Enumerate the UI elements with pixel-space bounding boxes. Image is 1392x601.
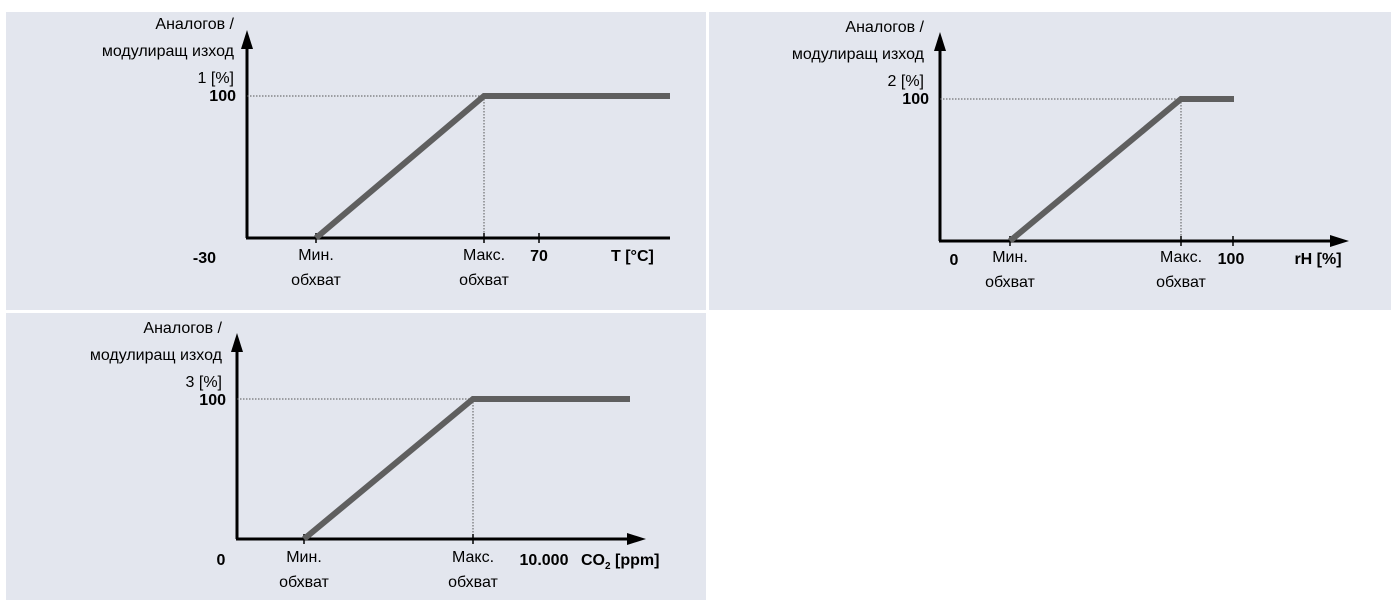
panel-background [6,313,706,600]
min-range-label-line2: обхват [279,574,329,591]
output-curve [302,396,630,542]
y-tick-label-100: 100 [199,392,226,409]
y-axis-title-line1: Аналогов / [845,19,924,36]
x-axis-label-main: rH [%] [1294,251,1341,268]
chart-panel-humidity: Аналогов / модулиращ изход 2 [%] 100 0 М… [709,12,1391,310]
max-range-label-line2: обхват [1156,274,1206,291]
output-curve [1008,96,1234,244]
min-range-label-line2: обхват [291,272,341,289]
x-start-label: -30 [193,250,216,267]
x-axis-label: CO2 [ppm] [581,552,659,572]
y-axis-title-line3: 3 [%] [186,374,222,391]
panel-background [709,12,1391,310]
chart-svg-temperature: Аналогов / модулиращ изход 1 [%] 100 -30… [6,12,706,310]
chart-svg-humidity: Аналогов / модулиращ изход 2 [%] 100 0 М… [709,12,1391,310]
x-axis-label: rH [%] [1294,251,1341,268]
x-axis-label-subscript: 2 [605,561,611,572]
x-axis-arrow [1330,235,1349,247]
x-start-label: 0 [950,252,959,269]
max-range-label-line1: Макс. [463,247,505,264]
output-curve [314,93,670,241]
max-range-label-line2: обхват [459,272,509,289]
y-axis-title-line2: модулиращ изход [102,43,235,60]
x-end-label: 100 [1218,251,1245,268]
y-axis-arrow [934,32,946,51]
y-axis-arrow [231,333,243,352]
y-tick-label-100: 100 [209,88,236,105]
min-range-label-line1: Мин. [286,549,322,566]
y-tick-label-100: 100 [902,91,929,108]
min-range-label-line2: обхват [985,274,1035,291]
x-axis-label: T [°C] [611,248,654,265]
chart-panel-temperature: Аналогов / модулиращ изход 1 [%] 100 -30… [6,12,706,310]
x-start-label: 0 [217,552,226,569]
y-axis-title-line3: 1 [%] [198,70,234,87]
min-range-label-line1: Мин. [992,249,1028,266]
max-range-label-line2: обхват [448,574,498,591]
y-axis-title-line3: 2 [%] [888,73,924,90]
x-axis-label-main: T [°C] [611,248,654,265]
x-axis-arrow [627,533,646,545]
max-range-label-line1: Макс. [452,549,494,566]
y-axis-arrow [241,30,253,49]
y-axis-title-line1: Аналогов / [143,320,222,337]
chart-svg-co2: Аналогов / модулиращ изход 3 [%] 100 0 М… [6,313,706,600]
chart-panel-co2: Аналогов / модулиращ изход 3 [%] 100 0 М… [6,313,706,600]
y-axis-title-line2: модулиращ изход [792,46,925,63]
y-axis-title-line1: Аналогов / [155,16,234,33]
max-range-label-line1: Макс. [1160,249,1202,266]
x-axis-label-unit: [ppm] [611,552,660,569]
x-axis-label-main: CO [581,552,605,569]
min-range-label-line1: Мин. [298,247,334,264]
y-axis-title-line2: модулиращ изход [90,347,223,364]
x-end-label: 10.000 [520,552,569,569]
x-end-label: 70 [530,248,548,265]
panel-background [6,12,706,310]
